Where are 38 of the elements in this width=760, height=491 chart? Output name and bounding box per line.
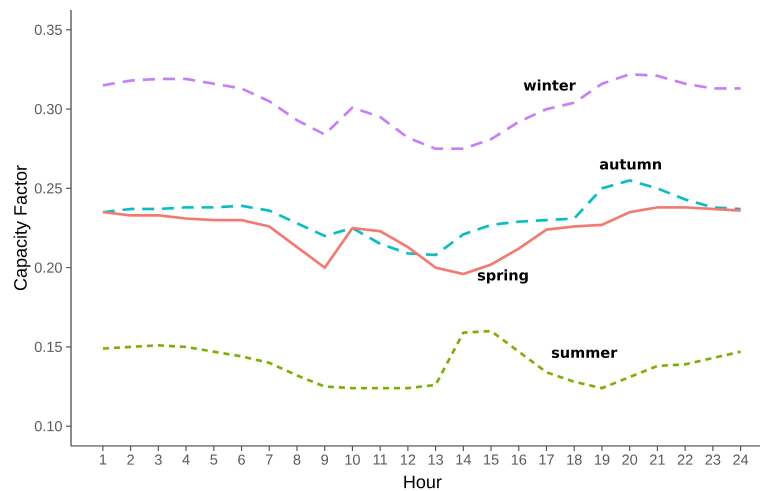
y-tick-label: 0.10 — [34, 421, 62, 432]
x-tick-label: 18 — [567, 454, 582, 465]
x-tick-label: 6 — [238, 454, 245, 465]
x-tick-label: 3 — [154, 454, 162, 465]
y-tick-label: 0.30 — [34, 104, 62, 114]
x-tick-label: 16 — [512, 454, 526, 465]
x-tick-label: 13 — [428, 454, 444, 465]
y-tick-label: 0.25 — [34, 183, 62, 194]
y-tick-label: 0.15 — [34, 342, 62, 352]
x-tick-label: 11 — [374, 454, 387, 465]
x-tick-label: 22 — [678, 454, 692, 465]
line-series — [102, 179, 742, 256]
x-tick-label: 17 — [540, 454, 554, 465]
x-tick-label: 9 — [321, 454, 328, 465]
series-label: summer — [552, 350, 618, 358]
x-tick-label: 15 — [484, 454, 499, 465]
x-tick-label: 21 — [650, 454, 665, 465]
x-tick-label: 19 — [594, 454, 610, 465]
x-tick-label: 4 — [182, 454, 190, 465]
x-tick-label: 8 — [294, 454, 300, 465]
x-tick-label: 2 — [127, 454, 134, 465]
x-axis-title: Hour — [404, 476, 442, 488]
series-label: spring — [478, 269, 528, 284]
line-series — [102, 72, 742, 150]
x-tick-label: 14 — [456, 454, 471, 465]
x-tick-label: 12 — [400, 454, 416, 465]
series-label: winter — [524, 79, 576, 91]
y-axis-title: Capacity Factor — [14, 165, 30, 290]
series-label: autumn — [600, 159, 661, 170]
x-tick-label: 5 — [210, 454, 218, 465]
x-tick-label: 10 — [345, 454, 360, 465]
x-tick-label: 24 — [733, 454, 748, 465]
x-tick-label: 20 — [622, 454, 638, 465]
y-tick-label: 0.35 — [34, 24, 62, 35]
x-tick-label: 1 — [100, 454, 106, 465]
x-tick-label: 23 — [706, 454, 720, 465]
y-tick-label: 0.20 — [34, 262, 62, 273]
x-tick-label: 7 — [266, 454, 273, 465]
